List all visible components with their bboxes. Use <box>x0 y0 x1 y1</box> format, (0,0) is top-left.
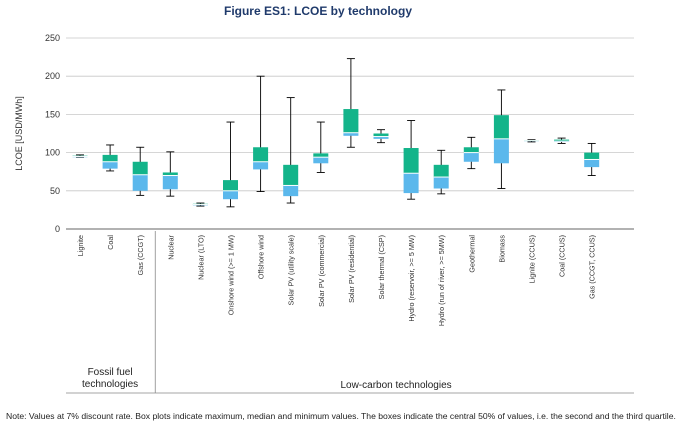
box-lower-quartile <box>132 174 148 191</box>
box-upper-quartile <box>554 139 570 142</box>
y-tick-label: 250 <box>45 33 60 43</box>
y-tick-label: 200 <box>45 71 60 81</box>
box-lignite <box>72 154 88 158</box>
x-tick-label: Biomass <box>497 235 506 263</box>
x-tick-label: Onshore wind (>= 1 MW) <box>227 235 236 315</box>
x-tick-label: Gas (CCGT, CCUS) <box>588 235 597 299</box>
x-tick-labels: Lignite Coal Gas (CCGT) Nuclear Nuclear (LTO… <box>76 234 597 326</box>
x-tick-label: Geothermal <box>467 235 476 273</box>
box-gas-ccgt-ccus <box>584 142 600 176</box>
box-upper-quartile <box>433 164 449 178</box>
box-solar-pv-commercial <box>313 121 329 173</box>
box-lower-quartile <box>223 190 238 200</box>
box-solar-thermal-csp <box>373 129 389 144</box>
box-lower-quartile <box>493 138 509 164</box>
x-tick-label: Lignite <box>76 235 85 256</box>
x-tick-label: Nuclear (LTO) <box>196 235 205 280</box>
box-upper-quartile <box>253 147 269 162</box>
box-nuclear-lto <box>192 202 208 207</box>
x-tick-label: Solar thermal (CSP) <box>377 235 386 299</box>
group-label: Fossil fuel technologies <box>82 367 138 390</box>
box-lower-quartile <box>102 161 118 169</box>
gridlines <box>66 37 634 230</box>
box-upper-quartile <box>493 115 509 139</box>
x-tick-label: Gas (CCGT) <box>136 235 145 275</box>
box-upper-quartile <box>132 161 148 175</box>
box-solar-pv-residential <box>343 58 359 148</box>
box-lower-quartile <box>433 177 449 189</box>
box-upper-quartile <box>373 133 389 137</box>
y-tick-label: 50 <box>50 186 60 196</box>
box-upper-quartile <box>283 164 299 186</box>
box-geothermal <box>463 136 479 170</box>
group-label: Low-carbon technologies <box>340 380 451 391</box>
x-tick-label: Coal (CCUS) <box>558 235 567 277</box>
y-tick-label: 150 <box>45 109 60 119</box>
y-axis-label: LCOE [USD/MWh] <box>14 96 24 171</box>
box-lower-quartile <box>373 136 389 139</box>
group-labels: Fossil fuel technologies Low-carbon techno… <box>66 231 634 394</box>
box-lower-quartile <box>162 175 178 190</box>
box-lower-quartile <box>584 159 600 168</box>
box-onshore-wind-1-mw <box>223 121 238 208</box>
footnote: Note: Values at 7% discount rate. Box pl… <box>6 411 676 421</box>
box-lower-quartile <box>343 132 359 136</box>
x-tick-label: Offshore wind <box>257 235 266 279</box>
box-lower-quartile <box>313 157 329 164</box>
x-tick-label: Solar PV (residential) <box>347 235 356 303</box>
x-tick-label: Nuclear <box>166 234 175 259</box>
x-tick-label: Hydro (run of river, >= 5MW) <box>437 235 446 326</box>
box-lower-quartile <box>283 185 299 197</box>
box-upper-quartile <box>102 154 118 162</box>
y-tick-labels: 0 50 100 150 200 250 <box>45 33 60 234</box>
x-tick-label: Solar PV (utility scale) <box>287 235 296 305</box>
box-hydro-run-of-river-5mw <box>433 149 449 195</box>
box-upper-quartile <box>162 172 178 176</box>
box-upper-quartile <box>223 180 238 191</box>
box-offshore-wind <box>253 75 269 193</box>
box-upper-quartile <box>313 153 329 158</box>
chart-title: Figure ES1: LCOE by technology <box>224 4 412 18</box>
x-tick-label: Solar PV (commercial) <box>317 235 326 307</box>
box-solar-pv-utility-scale <box>283 97 299 204</box>
box-biomass <box>493 89 509 189</box>
box-gas-ccgt <box>132 146 148 196</box>
box-upper-quartile <box>463 147 479 153</box>
box-coal-ccus <box>554 137 570 144</box>
box-upper-quartile <box>343 109 359 133</box>
y-tick-label: 100 <box>45 148 60 158</box>
x-tick-label: Lignite (CCUS) <box>528 235 537 283</box>
box-hydro-reservoir-5-mw <box>403 120 419 200</box>
box-lower-quartile <box>253 161 269 170</box>
box-coal <box>102 144 118 172</box>
box-series <box>72 58 600 208</box>
box-upper-quartile <box>584 152 600 160</box>
box-upper-quartile <box>403 148 419 174</box>
box-lower-quartile <box>403 173 419 194</box>
y-tick-label: 0 <box>55 224 60 234</box>
lcoe-box-chart: Figure ES1: LCOE by technology 0 50 100 150… <box>14 4 634 394</box>
box-lower-quartile <box>463 152 479 162</box>
x-tick-label: Hydro (reservoir, >= 5 MW) <box>407 235 416 322</box>
box-lignite-ccus <box>524 139 539 143</box>
box-nuclear <box>162 151 178 197</box>
x-tick-label: Coal <box>106 235 115 250</box>
